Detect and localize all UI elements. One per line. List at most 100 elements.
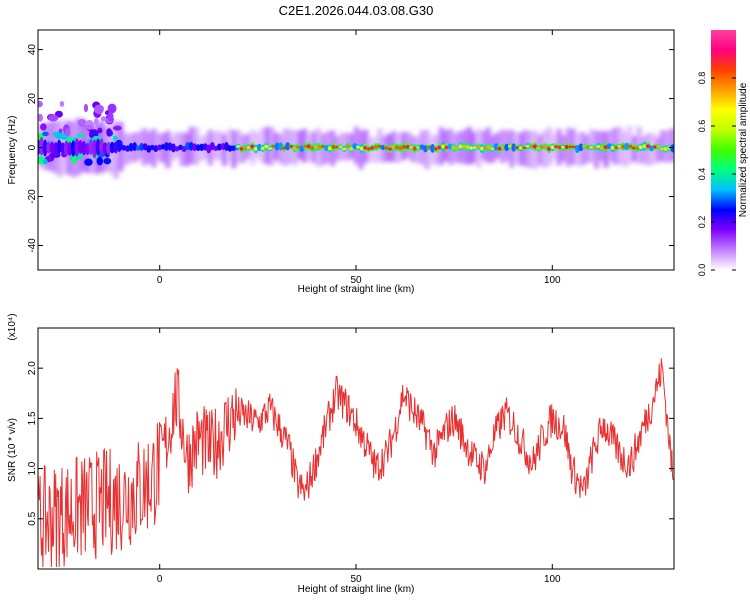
- ridge-peak: [529, 145, 534, 148]
- ridge-peak: [451, 145, 456, 150]
- scatter-blob: [38, 113, 44, 122]
- ridge-peak: [387, 147, 393, 151]
- scatter-blob: [83, 103, 89, 113]
- ridge-peak: [303, 144, 308, 148]
- ridge-peak: [281, 146, 287, 150]
- ridge-cell: [430, 144, 435, 153]
- scatter-blob: [112, 135, 118, 141]
- ridge-peak: [384, 146, 389, 150]
- ridge-peak: [313, 145, 319, 149]
- spectrogram-ytick-label: 40: [27, 44, 38, 56]
- ridge-peak: [292, 146, 297, 151]
- ridge-peak: [515, 146, 520, 150]
- ridge-peak: [236, 145, 241, 148]
- ridge-peak: [645, 144, 651, 149]
- ridge-peak: [334, 145, 340, 149]
- halo-cell: [174, 132, 181, 158]
- snr-panel: 0 50 100 0.5 1.0 1.5 2.0 Height of straight li…: [7, 313, 675, 595]
- scatter-blob: [106, 128, 113, 137]
- spectrogram-ytick-label: -40: [27, 238, 38, 253]
- ridge-peak: [596, 145, 601, 149]
- ridge-peak: [342, 147, 347, 151]
- halo-cell: [659, 130, 666, 162]
- ridge-peak: [426, 146, 432, 149]
- ridge-peak: [243, 146, 248, 151]
- ridge-cell: [70, 140, 76, 157]
- ridge-cell: [42, 139, 48, 157]
- ridge-cell: [113, 141, 119, 154]
- ridge-cell: [121, 144, 127, 151]
- scatter-blob: [66, 137, 74, 144]
- halo-cell: [527, 130, 534, 169]
- snr-xlabel: Height of straight line (km): [298, 584, 415, 595]
- ridge-peak: [366, 147, 372, 151]
- ridge-peak: [479, 146, 485, 151]
- ridge-cell: [274, 142, 280, 151]
- scatter-blob: [107, 103, 117, 114]
- ridge-peak: [490, 147, 495, 151]
- ridge-peak: [437, 145, 442, 150]
- spectrogram-ytick-label: 20: [27, 93, 38, 105]
- scatter-blob: [96, 156, 103, 166]
- ridge-cell: [171, 143, 176, 153]
- halo-cell: [212, 131, 218, 160]
- ridge-peak: [508, 144, 513, 148]
- ridge-peak: [638, 145, 644, 150]
- ridge-cell: [102, 142, 108, 155]
- ridge-peak: [610, 145, 615, 150]
- snr-xtick-label: 100: [544, 574, 561, 585]
- ridge-peak: [476, 145, 481, 149]
- ridge-cell: [46, 142, 51, 154]
- ridge-peak: [472, 146, 478, 149]
- ridge-peak: [546, 146, 552, 151]
- ridge-peak: [416, 146, 421, 149]
- ridge-peak: [621, 144, 626, 149]
- ridge-peak: [412, 146, 418, 151]
- scatter-blob: [38, 100, 43, 108]
- colorbar: 0.0 0.2 0.4 0.6 0.8 Normalized spectral ampl…: [697, 30, 749, 276]
- scatter-blob: [97, 127, 103, 134]
- ridge-cell: [92, 139, 97, 159]
- scatter-blob: [52, 132, 60, 137]
- ridge-cell: [220, 143, 226, 151]
- scatter-blob: [59, 101, 65, 107]
- ridge-peak: [271, 145, 276, 148]
- ridge-peak: [338, 145, 343, 148]
- ridge-peak: [501, 145, 506, 149]
- ridge-cell: [63, 140, 69, 157]
- ridge-peak: [532, 144, 538, 149]
- spectrogram-ylabel: Frequency (Hz): [7, 116, 18, 185]
- ridge-cell: [128, 142, 134, 152]
- ridge-peak: [631, 146, 637, 150]
- ridge-peak: [345, 144, 350, 148]
- ridge-peak: [267, 147, 273, 150]
- spectrogram-xtick-label: 100: [544, 275, 561, 286]
- colorbar-tick-label: 0.6: [697, 120, 707, 133]
- ridge-cell: [192, 143, 198, 151]
- snr-ylabel: SNR (10 * v/v): [7, 418, 18, 482]
- ridge-peak: [296, 145, 301, 149]
- ridge-cell: [139, 142, 145, 151]
- scatter-blob: [84, 124, 94, 130]
- ridge-peak: [260, 146, 266, 151]
- ridge-peak: [455, 147, 460, 150]
- scatter-blob: [65, 128, 71, 137]
- ridge-peak: [652, 145, 658, 149]
- scatter-blob: [40, 123, 47, 131]
- ridge-peak: [253, 146, 259, 151]
- ridge-peak: [663, 147, 668, 151]
- ridge-peak: [635, 146, 640, 150]
- ridge-cell: [49, 141, 55, 155]
- ridge-peak: [536, 146, 541, 150]
- ridge-cell: [163, 142, 169, 151]
- ridge-peak: [617, 145, 623, 148]
- ridge-peak: [469, 146, 474, 150]
- snr-series-line: [38, 358, 674, 568]
- snr-frame: [37, 327, 675, 570]
- ridge-cell: [109, 141, 115, 154]
- colorbar-tick-label: 0.4: [697, 168, 707, 181]
- ridge-peak: [571, 145, 577, 149]
- ridge-cell: [160, 144, 166, 150]
- scatter-blob: [112, 125, 122, 131]
- ridge-cell: [56, 139, 62, 154]
